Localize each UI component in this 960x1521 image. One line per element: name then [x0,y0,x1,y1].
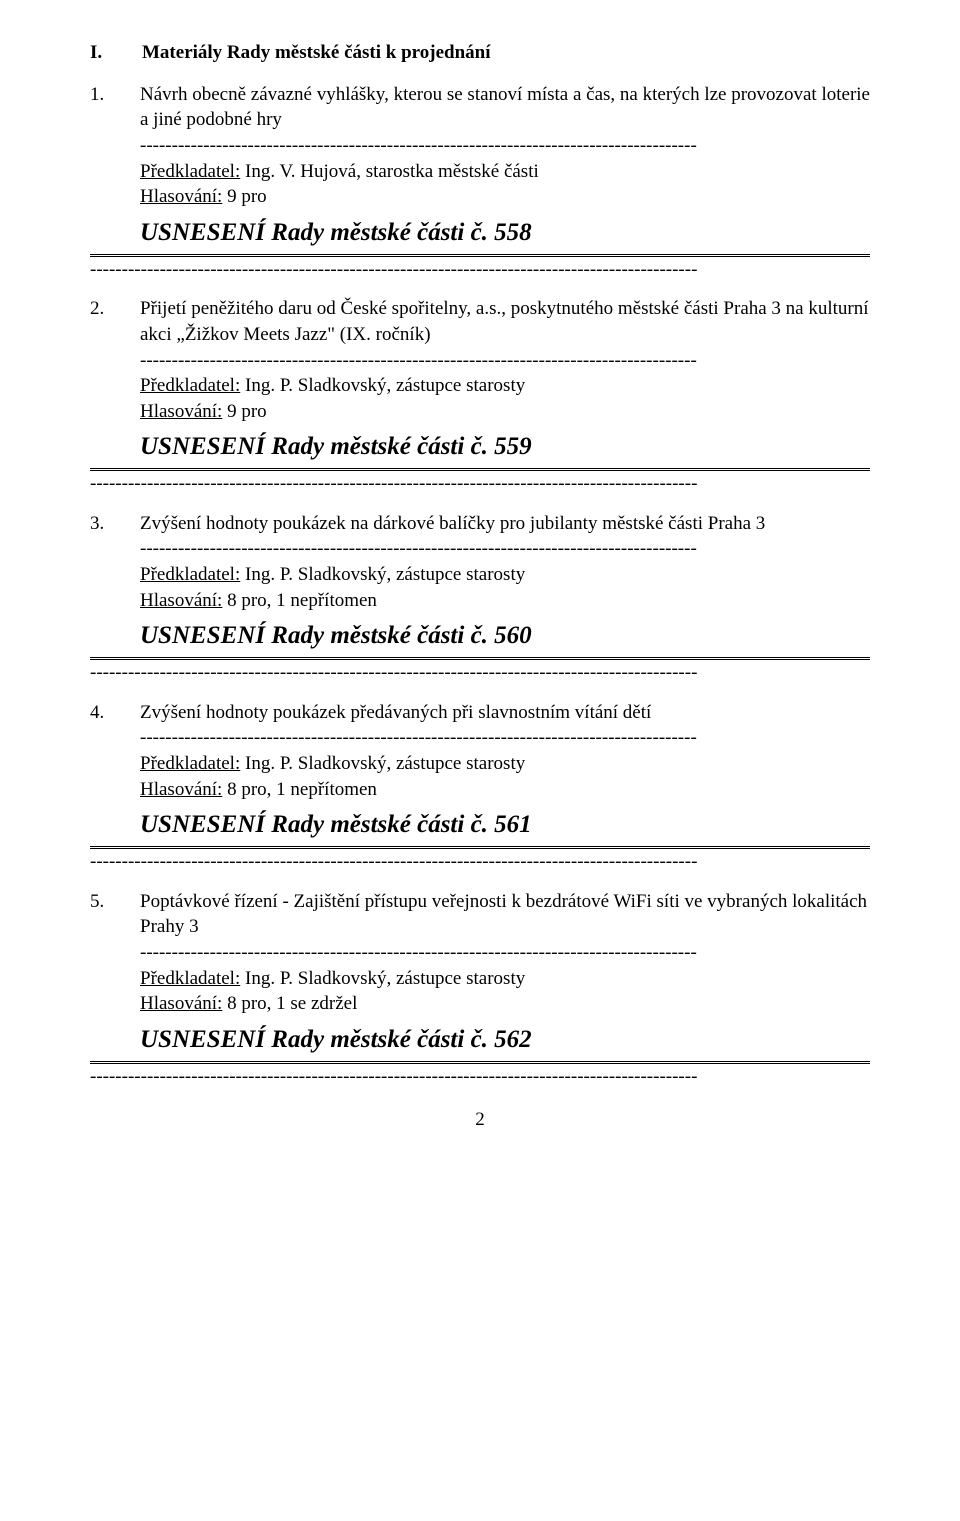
separator-dashes: ----------------------------------------… [140,348,870,374]
submitter-line: Předkladatel: Ing. P. Sladkovský, zástup… [140,751,870,777]
agenda-item: 3. Zvýšení hodnoty poukázek na dárkové b… [90,511,870,653]
submitter-label: Předkladatel: [140,161,240,182]
double-separator: ----------------------------------------… [90,254,870,283]
double-separator: ----------------------------------------… [90,468,870,497]
item-title: Poptávkové řízení - Zajištění přístupu v… [140,889,870,940]
agenda-item: 2. Přijetí peněžitého daru od České spoř… [90,296,870,464]
separator-dashes: ----------------------------------------… [140,133,870,159]
section-roman: I. [90,40,110,66]
submitter-name: Ing. V. Hujová, starostka městské části [240,161,539,182]
vote-label: Hlasování: [140,993,222,1014]
submitter-line: Předkladatel: Ing. P. Sladkovský, zástup… [140,562,870,588]
section-title: Materiály Rady městské části k projednán… [142,40,491,66]
item-header: 3. Zvýšení hodnoty poukázek na dárkové b… [90,511,870,537]
vote-label: Hlasování: [140,590,222,611]
resolution-heading: USNESENÍ Rady městské části č. 561 [140,808,870,842]
item-title: Návrh obecně závazné vyhlášky, kterou se… [140,82,870,133]
submitter-name: Ing. P. Sladkovský, zástupce starosty [240,564,525,585]
submitter-label: Předkladatel: [140,375,240,396]
vote-label: Hlasování: [140,779,222,800]
agenda-item: 1. Návrh obecně závazné vyhlášky, kterou… [90,82,870,250]
double-separator: ----------------------------------------… [90,657,870,686]
page-number: 2 [90,1107,870,1133]
submitter-line: Předkladatel: Ing. V. Hujová, starostka … [140,159,870,185]
agenda-item: 4. Zvýšení hodnoty poukázek předávaných … [90,700,870,842]
separator-dashes: ----------------------------------------… [140,536,870,562]
submitter-label: Předkladatel: [140,968,240,989]
vote-result: 9 pro [222,186,266,207]
submitter-label: Předkladatel: [140,753,240,774]
item-header: 1. Návrh obecně závazné vyhlášky, kterou… [90,82,870,133]
item-header: 2. Přijetí peněžitého daru od České spoř… [90,296,870,347]
item-header: 4. Zvýšení hodnoty poukázek předávaných … [90,700,870,726]
vote-line: Hlasování: 8 pro, 1 nepřítomen [140,777,870,803]
vote-line: Hlasování: 9 pro [140,399,870,425]
vote-result: 9 pro [222,401,266,422]
vote-result: 8 pro, 1 se zdržel [222,993,357,1014]
vote-result: 8 pro, 1 nepřítomen [222,590,377,611]
submitter-line: Předkladatel: Ing. P. Sladkovský, zástup… [140,373,870,399]
submitter-line: Předkladatel: Ing. P. Sladkovský, zástup… [140,966,870,992]
item-title: Přijetí peněžitého daru od České spořite… [140,296,870,347]
double-separator: ----------------------------------------… [90,846,870,875]
resolution-heading: USNESENÍ Rady městské části č. 562 [140,1023,870,1057]
item-title: Zvýšení hodnoty poukázek na dárkové balí… [140,511,870,537]
vote-label: Hlasování: [140,401,222,422]
vote-label: Hlasování: [140,186,222,207]
item-header: 5. Poptávkové řízení - Zajištění přístup… [90,889,870,940]
resolution-heading: USNESENÍ Rady městské části č. 558 [140,216,870,250]
submitter-label: Předkladatel: [140,564,240,585]
submitter-name: Ing. P. Sladkovský, zástupce starosty [240,968,525,989]
vote-line: Hlasování: 8 pro, 1 se zdržel [140,991,870,1017]
submitter-name: Ing. P. Sladkovský, zástupce starosty [240,753,525,774]
section-header: I. Materiály Rady městské části k projed… [90,40,870,66]
agenda-item: 5. Poptávkové řízení - Zajištění přístup… [90,889,870,1057]
resolution-heading: USNESENÍ Rady městské části č. 560 [140,619,870,653]
resolution-heading: USNESENÍ Rady městské části č. 559 [140,430,870,464]
item-title: Zvýšení hodnoty poukázek předávaných při… [140,700,870,726]
vote-line: Hlasování: 8 pro, 1 nepřítomen [140,588,870,614]
item-number: 1. [90,82,112,133]
item-number: 5. [90,889,112,940]
item-number: 3. [90,511,112,537]
item-number: 2. [90,296,112,347]
separator-dashes: ----------------------------------------… [140,725,870,751]
vote-result: 8 pro, 1 nepřítomen [222,779,377,800]
separator-dashes: ----------------------------------------… [140,940,870,966]
double-separator: ----------------------------------------… [90,1061,870,1090]
vote-line: Hlasování: 9 pro [140,184,870,210]
submitter-name: Ing. P. Sladkovský, zástupce starosty [240,375,525,396]
item-number: 4. [90,700,112,726]
